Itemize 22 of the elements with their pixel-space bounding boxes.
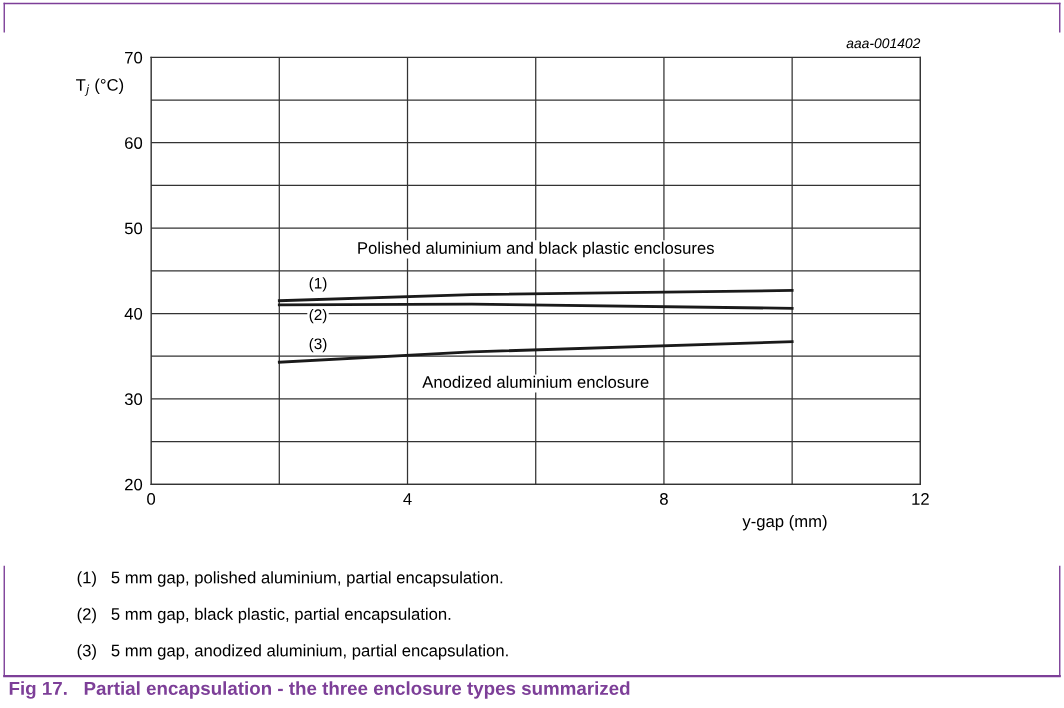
annotation: Polished aluminium and black plastic enclosures	[358, 241, 714, 258]
y-tick-label: 60	[125, 137, 143, 149]
annotation: Anodized aluminium enclosure	[422, 375, 649, 388]
annotation: (3)	[309, 337, 327, 353]
y-tick-label: 20	[125, 478, 143, 491]
y-tick-label: 50	[124, 222, 143, 235]
text: Fig 17. Partial encapsulation - the three enclosure types summarized	[9, 681, 630, 699]
text: (2) 5 mm gap, black plastic, partial encapsulation.	[77, 607, 451, 624]
annotation: (2)	[309, 308, 327, 324]
y-tick-label: 30	[124, 393, 143, 406]
x-tick-label: 0	[147, 493, 156, 505]
y-tick-label: 40	[124, 307, 143, 320]
text: aaa-001402	[846, 38, 921, 49]
x-tick-label: 4	[403, 493, 412, 505]
text: (1) 5 mm gap, polished aluminium, partial encapsulation.	[77, 571, 503, 587]
y-tick-label: 70	[125, 51, 143, 64]
y-axis-title: T$_{j}$ (°C)	[76, 78, 124, 96]
annotation: (1)	[309, 277, 327, 292]
x-tick-label: 12	[912, 493, 929, 505]
x-axis-title: y-gap (mm)	[742, 514, 827, 531]
x-tick-label: 8	[660, 493, 668, 505]
text: (3) 5 mm gap, anodized aluminium, partial encapsulation.	[77, 644, 508, 660]
